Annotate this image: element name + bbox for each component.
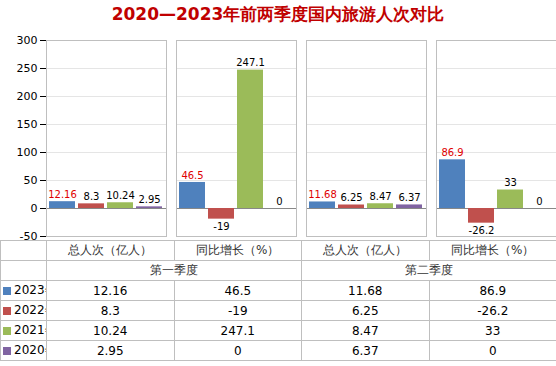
html-text:同比增长（%）: 同比增长（%） [196,243,280,257]
svg-text:-50: -50 [20,230,38,240]
html-text:6.25: 6.25 [351,303,379,318]
html-text:-26.2: -26.2 [477,303,509,318]
svg-text:11.68: 11.68 [308,189,337,200]
html-text:12.16: 12.16 [93,283,128,298]
html-text:8.47: 8.47 [351,323,379,338]
html-text:247.1: 247.1 [220,323,255,338]
html-text:10.24: 10.24 [93,323,128,338]
svg-text:2.95: 2.95 [138,194,160,205]
svg-text:12.16: 12.16 [48,189,77,200]
html-text:第二季度: 第二季度 [405,263,453,277]
svg-text:250: 250 [17,62,38,75]
html-text:8.3: 8.3 [100,303,120,318]
html-text:总人次（亿人）: 总人次（亿人） [323,243,408,257]
svg-text:0: 0 [31,202,38,215]
svg-text:46.5: 46.5 [181,170,203,181]
html-text:-19: -19 [227,303,248,318]
svg-text:247.1: 247.1 [236,57,265,68]
svg-text:-19: -19 [213,221,229,232]
svg-text:50: 50 [24,174,38,187]
html-text:0: 0 [233,343,242,358]
html-text:46.5: 46.5 [224,283,252,298]
html-text:2020—2023年前两季度国内旅游人次对比: 2020—2023年前两季度国内旅游人次对比 [111,4,445,24]
svg-text:8.47: 8.47 [369,191,391,202]
html-text:0: 0 [488,343,497,358]
svg-text:10.24: 10.24 [106,190,135,201]
svg-text:33: 33 [504,177,517,188]
html-text:总人次（亿人）: 总人次（亿人） [68,243,153,257]
svg-text:6.25: 6.25 [340,192,362,203]
html-text:2.95: 2.95 [96,343,124,358]
svg-text:8.3: 8.3 [84,191,100,202]
html-text:33: 33 [485,323,501,338]
html-text:第一季度: 第一季度 [150,263,198,277]
svg-text:-26.2: -26.2 [469,225,495,236]
svg-text:100: 100 [17,146,38,159]
svg-text:200: 200 [17,90,38,103]
html-text:同比增长（%）: 同比增长（%） [451,243,535,257]
html-text:11.68: 11.68 [348,283,383,298]
svg-text:86.9: 86.9 [441,147,463,158]
html-text:86.9: 86.9 [479,283,507,298]
svg-text:300: 300 [17,34,38,47]
html-text:6.37: 6.37 [351,343,379,358]
svg-text:6.37: 6.37 [398,192,420,203]
svg-text:150: 150 [17,118,38,131]
svg-text:0: 0 [536,196,542,207]
svg-text:0: 0 [276,196,282,207]
